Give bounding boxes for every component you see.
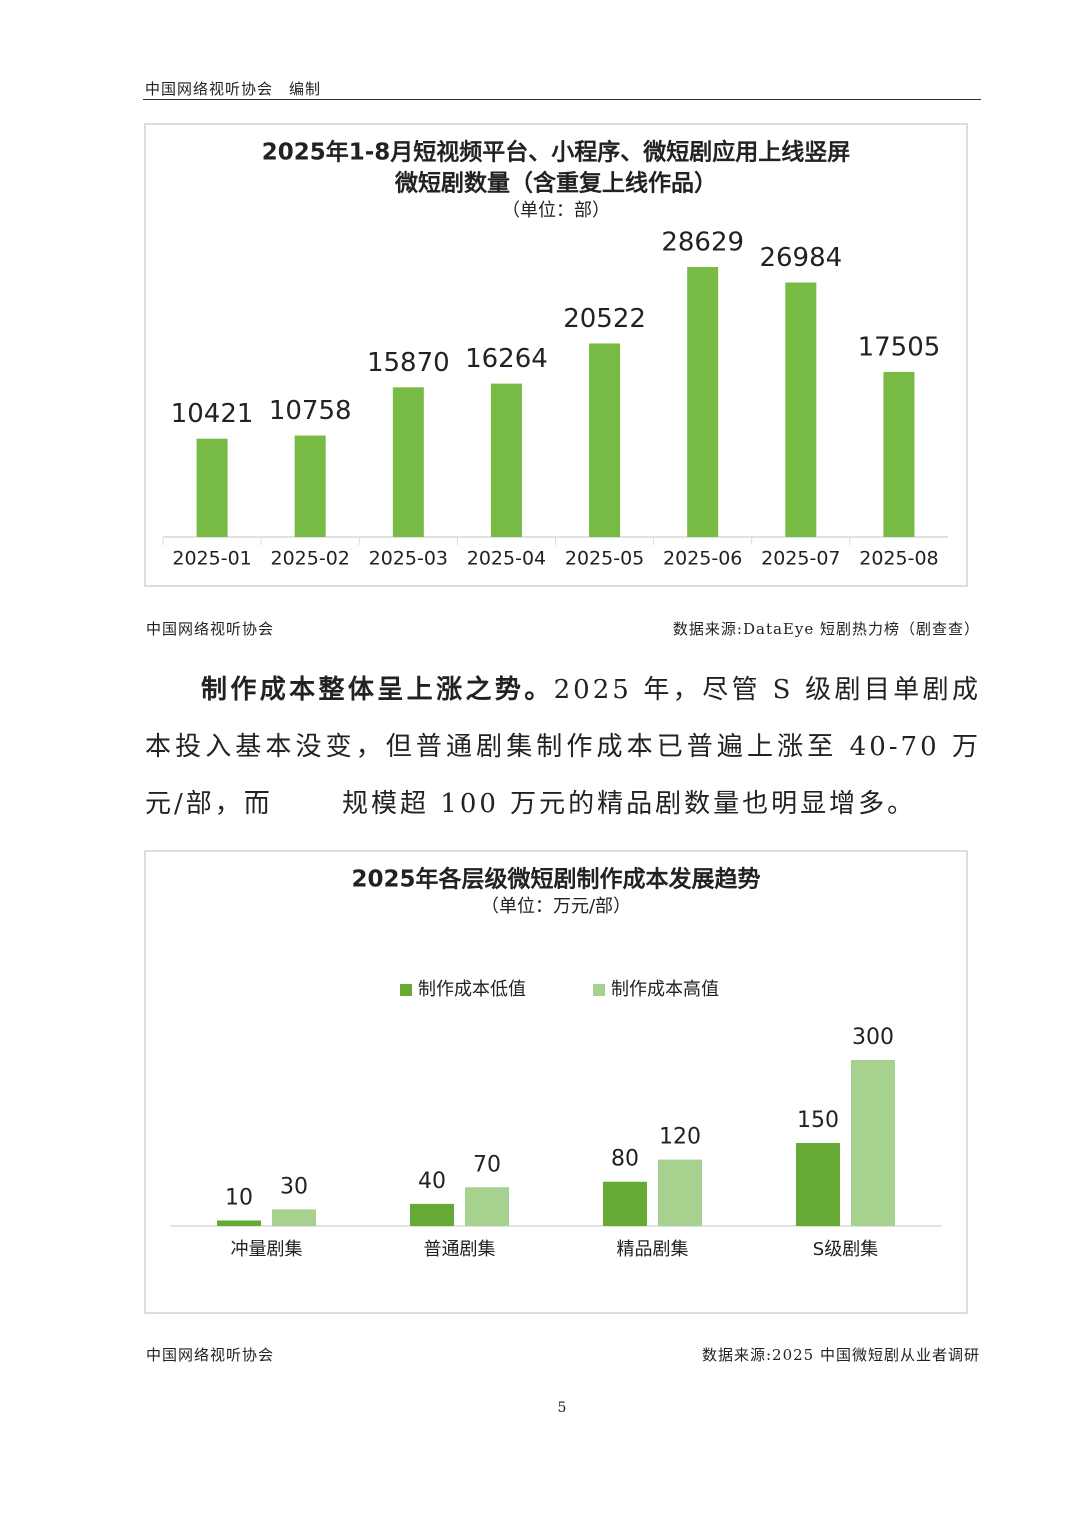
- page-number: 5: [557, 1400, 567, 1416]
- value-label: 17505: [858, 332, 941, 362]
- chart-subtitle: （单位：万元/部）: [481, 896, 631, 917]
- chart-subtitle: （单位：部）: [502, 200, 610, 221]
- value-label: 26984: [759, 243, 842, 273]
- value-label: 10: [225, 1185, 253, 1210]
- paragraph-body: 2025 年，尽管 S 级剧目单剧成本投入基本没变，但普通剧集制作成本已普遍上涨…: [145, 675, 981, 819]
- value-label: 28629: [661, 228, 744, 258]
- chart-title: 2025年各层级微短剧制作成本发展趋势: [351, 866, 760, 893]
- bar: [796, 1143, 840, 1226]
- x-tick-label: 2025-03: [369, 548, 448, 570]
- paragraph: 制作成本整体呈上涨之势。2025 年，尽管 S 级剧目单剧成本投入基本没变，但普…: [145, 662, 981, 833]
- value-label: 40: [418, 1169, 446, 1194]
- x-tick-label: 2025-06: [663, 548, 742, 570]
- bar: [658, 1159, 702, 1226]
- bar: [785, 282, 817, 537]
- caption-source: 数据来源:DataEye 短剧热力榜（剧查查）: [672, 620, 980, 638]
- value-label: 80: [611, 1147, 639, 1172]
- x-tick-label: 普通剧集: [424, 1239, 496, 1260]
- header: 中国网络视听协会 编制: [145, 80, 322, 98]
- x-tick-label: 2025-04: [467, 548, 546, 570]
- caption-org: 中国网络视听协会: [146, 1346, 275, 1364]
- chart-title: 2025年1-8月短视频平台、小程序、微短剧应用上线竖屏: [262, 139, 851, 166]
- legend-swatch: [400, 984, 412, 996]
- x-tick-label: 2025-08: [859, 548, 938, 570]
- value-label: 20522: [563, 304, 646, 334]
- chart-frame: 2025年各层级微短剧制作成本发展趋势 （单位：万元/部） 冲量剧集 10 30 普通剧集…: [144, 850, 968, 1314]
- bar: [410, 1203, 454, 1226]
- legend-label: 制作成本高值: [611, 979, 719, 1000]
- legend-label: 制作成本低值: [418, 979, 526, 1000]
- legend-swatch: [593, 984, 605, 996]
- bar: [589, 343, 621, 537]
- value-label: 300: [852, 1025, 894, 1050]
- bar: [272, 1209, 316, 1226]
- chart-title: 微短剧数量（含重复上线作品）: [394, 170, 717, 197]
- chart-frame: 2025年1-8月短视频平台、小程序、微短剧应用上线竖屏微短剧数量（含重复上线作…: [144, 123, 968, 587]
- x-tick-label: 2025-01: [172, 548, 251, 570]
- value-label: 16264: [465, 344, 548, 374]
- chart-border: [144, 850, 968, 1314]
- bar: [851, 1060, 895, 1226]
- chart-border: [144, 123, 968, 587]
- x-tick-label: 冲量剧集: [231, 1239, 303, 1260]
- header-rule: [143, 99, 981, 100]
- bar: [603, 1181, 647, 1226]
- caption-source: 数据来源:2025 中国微短剧从业者调研: [702, 1346, 980, 1364]
- x-tick-label: 2025-02: [270, 548, 349, 570]
- bar: [490, 383, 522, 537]
- bar: [294, 435, 326, 537]
- bar: [196, 438, 228, 537]
- x-tick-label: 2025-05: [565, 548, 644, 570]
- bar: [687, 267, 719, 537]
- value-label: 150: [797, 1108, 839, 1133]
- caption-org: 中国网络视听协会: [146, 620, 275, 638]
- value-label: 70: [473, 1152, 501, 1177]
- value-label: 10421: [171, 399, 254, 429]
- value-label: 15870: [367, 348, 450, 378]
- bar: [883, 371, 915, 537]
- value-label: 10758: [269, 396, 352, 426]
- bar: [392, 387, 424, 537]
- bar: [217, 1220, 261, 1226]
- bar: [465, 1187, 509, 1226]
- paragraph-lead: 制作成本整体呈上涨之势。: [201, 675, 554, 705]
- value-label: 120: [659, 1125, 701, 1150]
- value-label: 30: [280, 1174, 308, 1199]
- x-tick-label: 2025-07: [761, 548, 840, 570]
- x-tick-label: S级剧集: [813, 1239, 878, 1260]
- x-tick-label: 精品剧集: [617, 1239, 689, 1260]
